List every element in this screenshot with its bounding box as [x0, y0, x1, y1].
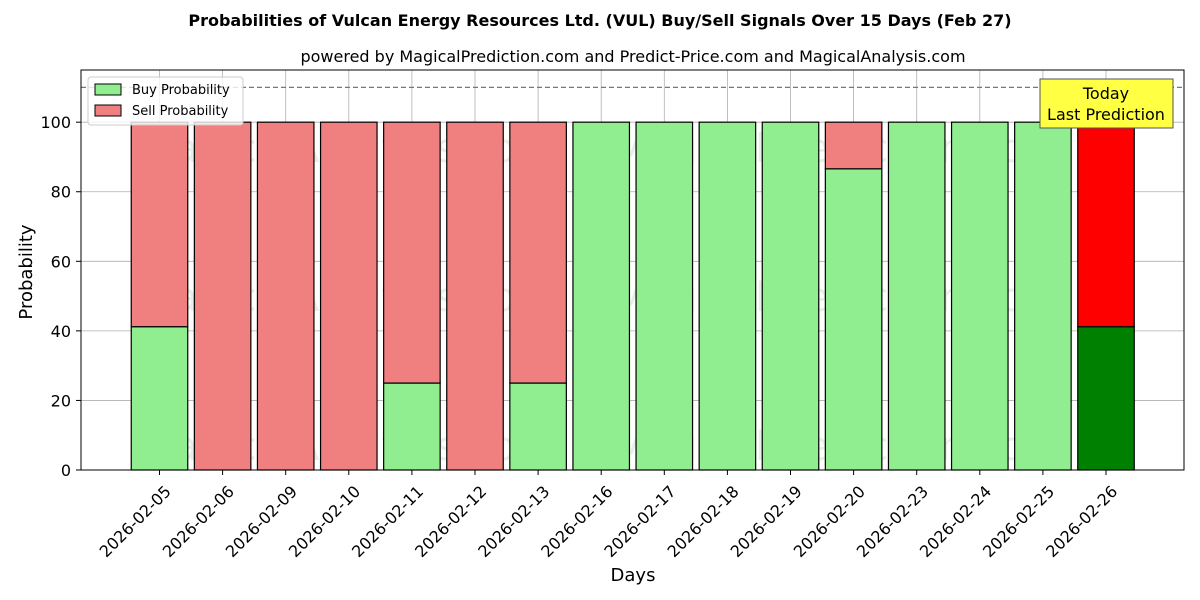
- legend-label-sell: Sell Probability: [132, 104, 229, 119]
- sell-bar: [1077, 121, 1135, 328]
- sell-bar: [256, 121, 315, 471]
- legend-label-buy: Buy Probability: [132, 83, 230, 98]
- buy-bar: [509, 382, 567, 471]
- annotation-line-1: Today: [1082, 84, 1129, 103]
- bars-layer: [81, 86, 1184, 471]
- y-tick-label: 80: [51, 183, 71, 202]
- buy-bar: [130, 326, 189, 471]
- buy-bar: [1077, 326, 1135, 471]
- annotation-line-2: Last Prediction: [1047, 105, 1165, 124]
- sell-bar: [319, 121, 378, 471]
- sell-bar: [824, 121, 883, 170]
- y-tick-label: 20: [51, 391, 71, 410]
- buy-bar: [887, 121, 946, 471]
- sell-bar: [383, 121, 441, 384]
- x-axis-label: Days: [611, 565, 656, 586]
- y-tick-label: 0: [61, 461, 71, 480]
- today-annotation: Today Last Prediction: [1039, 78, 1174, 129]
- buy-bar: [635, 121, 694, 471]
- y-tick-label: 100: [40, 113, 71, 132]
- legend: Buy Probability Sell Probability: [87, 76, 244, 126]
- buy-bar: [950, 121, 1009, 471]
- annotation-box: [1039, 78, 1174, 129]
- buy-bar: [824, 168, 883, 471]
- plot-frame: [80, 69, 1185, 471]
- sell-bar: [130, 121, 189, 328]
- sell-bar: [509, 121, 567, 384]
- sell-bar: [193, 121, 252, 471]
- y-tick-label: 40: [51, 322, 71, 341]
- buy-bar: [698, 121, 757, 471]
- legend-swatch-buy: [94, 83, 122, 96]
- sell-bar: [446, 121, 504, 471]
- legend-box: [87, 76, 244, 126]
- buy-bar: [1014, 121, 1072, 471]
- y-tick-label: 60: [51, 252, 71, 271]
- chart-title: Probabilities of Vulcan Energy Resources…: [188, 11, 1011, 30]
- buy-bar: [383, 382, 441, 471]
- chart-subtitle: powered by MagicalPrediction.com and Pre…: [300, 47, 965, 66]
- buy-bar: [572, 121, 631, 471]
- buy-bar: [761, 121, 820, 471]
- legend-swatch-sell: [94, 104, 122, 117]
- y-axis-label: Probability: [16, 224, 37, 319]
